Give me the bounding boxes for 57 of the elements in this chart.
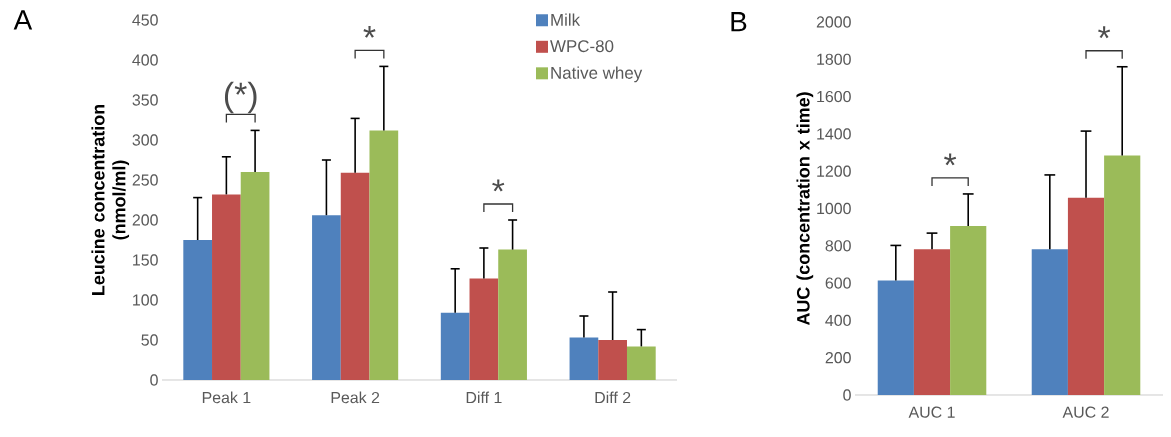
y-tick-label: 0 bbox=[843, 389, 851, 401]
x-tick-label: Diff 2 bbox=[595, 391, 631, 404]
x-tick-label: AUC 2 bbox=[1062, 406, 1109, 418]
bar bbox=[469, 278, 499, 380]
annotation: * bbox=[944, 153, 957, 166]
annotation: * bbox=[492, 179, 505, 192]
bar bbox=[212, 194, 241, 380]
legend-label: Native whey bbox=[551, 66, 643, 83]
y-tick-label: 400 bbox=[825, 314, 851, 327]
legend-label: Milk bbox=[551, 13, 581, 26]
bar bbox=[626, 346, 656, 380]
bar bbox=[1067, 197, 1105, 395]
bar bbox=[1031, 249, 1068, 395]
x-tick-label: Diff 1 bbox=[466, 391, 502, 404]
annotation: * bbox=[1098, 26, 1111, 39]
y-tick-label: 800 bbox=[825, 240, 851, 252]
y-tick-label: 1800 bbox=[817, 53, 851, 65]
y-tick-label: 1400 bbox=[817, 128, 851, 140]
y-tick-label: 200 bbox=[825, 352, 851, 364]
annotation: * bbox=[363, 25, 376, 38]
bar bbox=[950, 226, 987, 395]
x-tick-label: AUC 1 bbox=[908, 406, 955, 418]
y-tick-label: 600 bbox=[825, 277, 851, 289]
y-tick-label: 250 bbox=[132, 174, 158, 186]
y-tick-label: 1600 bbox=[817, 90, 851, 103]
y-axis-title: Leucine concentration (nmol/ml) bbox=[91, 104, 130, 295]
y-tick-label: 0 bbox=[150, 374, 158, 386]
y-tick-label: 450 bbox=[132, 14, 158, 26]
bar bbox=[569, 337, 599, 380]
bar bbox=[369, 130, 399, 380]
y-tick-label: 1000 bbox=[817, 202, 851, 215]
bar bbox=[498, 249, 527, 380]
y-tick-label: 400 bbox=[132, 54, 158, 66]
bar bbox=[183, 240, 213, 380]
y-tick-label: 50 bbox=[141, 334, 158, 346]
bar bbox=[1104, 155, 1141, 395]
y-tick-label: 1200 bbox=[817, 165, 851, 177]
y-tick-label: 100 bbox=[133, 294, 158, 306]
y-tick-label: 150 bbox=[133, 254, 158, 266]
y-tick-label: 350 bbox=[132, 94, 158, 106]
legend-label: WPC-80 bbox=[550, 40, 614, 53]
bar bbox=[340, 172, 370, 380]
annotation: (*) bbox=[224, 81, 257, 114]
chart-title: A bbox=[13, 10, 33, 30]
x-tick-label: Peak 1 bbox=[202, 391, 251, 404]
y-tick-label: 2000 bbox=[816, 16, 851, 28]
bar bbox=[240, 172, 270, 380]
x-tick-label: Peak 2 bbox=[331, 391, 380, 404]
y-tick-label: 200 bbox=[132, 214, 158, 226]
bar bbox=[913, 249, 951, 395]
bar bbox=[440, 312, 470, 380]
y-tick-label: 300 bbox=[132, 134, 158, 146]
chart-title: B bbox=[731, 12, 747, 32]
bar bbox=[312, 215, 341, 380]
bar bbox=[598, 340, 627, 380]
y-axis-title: AUC (concentration x time) bbox=[796, 92, 814, 326]
bar bbox=[877, 280, 914, 395]
